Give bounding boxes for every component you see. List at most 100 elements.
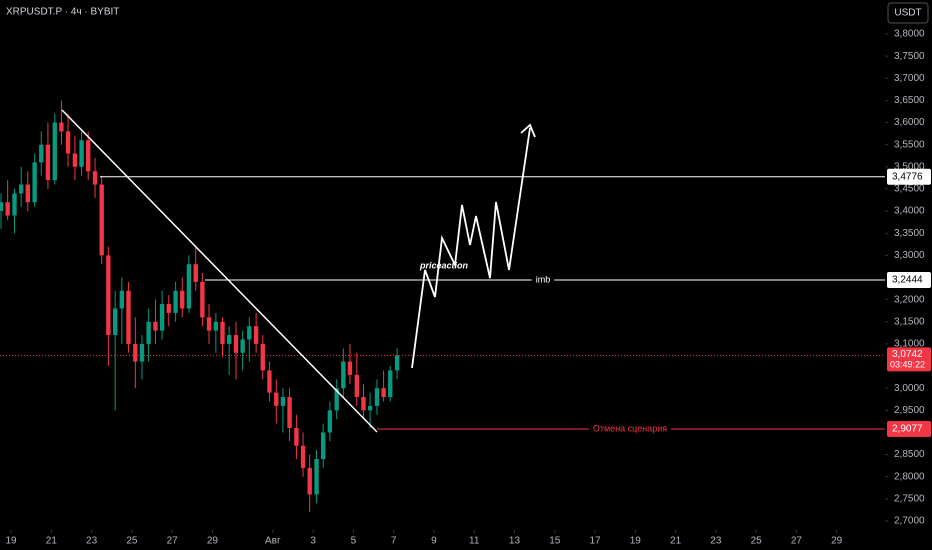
annotation: priceaction [419, 260, 469, 270]
currency-button[interactable] [887, 2, 929, 24]
candle-body [361, 397, 366, 411]
candle-body [139, 343, 145, 362]
candle-body [220, 321, 225, 344]
y-tick-label: 2,7500 [894, 494, 925, 505]
candle-body [327, 410, 333, 433]
y-tick-label: 3,7000 [894, 73, 925, 84]
candle-body [247, 326, 252, 340]
candle-body [119, 290, 125, 309]
x-tick-label: Авг [265, 536, 281, 547]
x-tick-label: 17 [589, 536, 601, 547]
candle-body [146, 321, 151, 344]
candle-body [394, 355, 400, 371]
x-tick-label: 9 [431, 536, 437, 547]
candle-body [32, 162, 37, 203]
candle-body [260, 343, 265, 371]
y-tick-label: 3,3500 [894, 228, 925, 239]
candle-body [65, 131, 71, 154]
chart-title: XRPUSDT.P · 4ч · BYBIT [6, 7, 119, 18]
price-label: 3,4776 [892, 171, 923, 182]
candle-body [253, 326, 259, 344]
candle-body [280, 397, 286, 406]
countdown: 03:49:22 [890, 360, 925, 370]
y-tick-label: 3,6000 [894, 117, 925, 128]
candle-body [347, 361, 353, 375]
candle-body [294, 428, 299, 446]
candle-body [5, 202, 10, 216]
x-tick-label: 21 [670, 536, 682, 547]
y-tick-label: 3,7500 [894, 51, 925, 62]
trendline [61, 109, 378, 433]
y-tick-label: 3,6500 [894, 95, 925, 106]
price-label-box [887, 168, 931, 185]
candle-body [99, 184, 104, 256]
candle-body [186, 264, 192, 309]
candle-body [267, 370, 272, 393]
candle-body [173, 290, 178, 313]
candle-body [79, 140, 84, 167]
candle-body [341, 361, 346, 389]
currency-label[interactable]: USDT [894, 8, 921, 19]
x-tick-label: 11 [469, 536, 480, 547]
candle-body [307, 467, 312, 495]
y-tick-label: 3,5000 [894, 161, 925, 172]
price-label: 3,2444 [892, 275, 923, 286]
x-tick-label: 5 [351, 536, 357, 547]
candle-body [153, 321, 158, 331]
x-tick-label: 13 [509, 536, 521, 547]
candle-body [0, 202, 4, 212]
candle-body [300, 445, 306, 468]
candle-body [52, 122, 57, 181]
candle-body [321, 432, 326, 460]
level-text: Отмена сценария [593, 423, 667, 433]
x-tick-label: 25 [126, 536, 138, 547]
price-label-box [887, 421, 931, 438]
y-tick-label: 2,9500 [894, 405, 925, 416]
candle-body [86, 140, 91, 172]
y-tick-label: 3,3000 [894, 250, 925, 261]
level-text-bg [588, 424, 672, 435]
candle-body [180, 290, 185, 309]
candle-body [374, 388, 380, 406]
candle-body [367, 405, 373, 411]
candle-body [233, 335, 239, 353]
candle-body [126, 290, 131, 344]
candle-body [226, 335, 232, 344]
candle-body [112, 308, 118, 336]
candle-body [381, 388, 386, 398]
y-tick-label: 3,1500 [894, 316, 925, 327]
candle-body [240, 339, 245, 353]
last-price-box [887, 347, 931, 372]
x-tick-label: 19 [630, 536, 642, 547]
projection-path [411, 127, 531, 369]
candle-body [12, 193, 17, 216]
x-tick-label: 21 [46, 536, 58, 547]
y-tick-label: 3,0000 [894, 383, 925, 394]
x-tick-label: 27 [791, 536, 803, 547]
x-tick-label: 23 [86, 536, 98, 547]
candle-body [25, 184, 30, 203]
x-tick-label: 29 [207, 536, 219, 547]
x-tick-label: 3 [310, 536, 316, 547]
candle-body [133, 343, 138, 362]
candle-body [200, 281, 205, 318]
y-tick-label: 3,1000 [894, 339, 925, 350]
candle-body [18, 184, 24, 194]
x-tick-label: 25 [751, 536, 763, 547]
candle-body [166, 304, 171, 313]
x-tick-label: 27 [167, 536, 179, 547]
candle-body [106, 255, 111, 336]
y-tick-label: 2,8000 [894, 471, 925, 482]
last-price-label: 3,0742 [892, 349, 923, 360]
y-tick-label: 3,5500 [894, 139, 925, 150]
candle-body [314, 459, 319, 495]
level-text: imb [536, 274, 551, 284]
price-label-box [887, 271, 931, 288]
candle-body [213, 321, 219, 331]
projection-arrowhead [520, 123, 536, 138]
x-tick-label: 23 [710, 536, 722, 547]
candle-body [59, 122, 64, 132]
x-tick-label: 29 [831, 536, 843, 547]
